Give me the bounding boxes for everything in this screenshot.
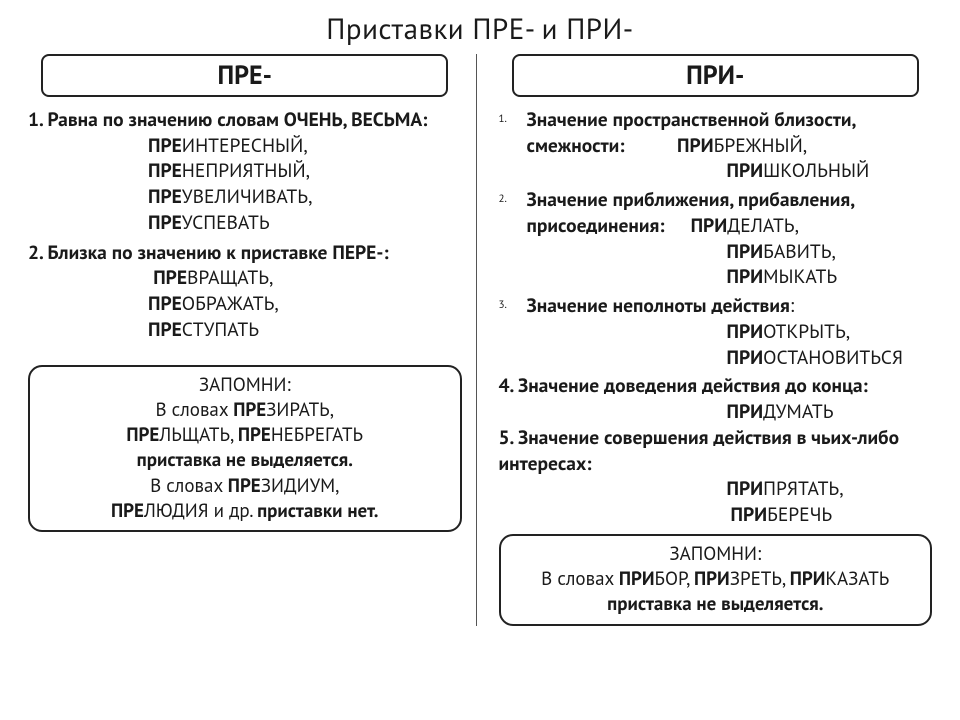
t: ЛЮДИЯ и др. xyxy=(144,499,257,523)
ex-rest: УВЕЛИЧИВАТЬ, xyxy=(182,184,313,209)
t: В словах xyxy=(155,398,233,422)
t: В словах xyxy=(150,474,228,498)
ex-pfx: ПРЕ xyxy=(148,184,182,209)
note-title: ЗАПОМНИ: xyxy=(40,373,450,398)
t: ПРЕ xyxy=(238,423,271,447)
ex-pfx: ПРИ xyxy=(727,319,764,344)
t: приставки нет. xyxy=(257,499,378,523)
pre-rule1-examples: ПРЕИНТЕРЕСНЫЙ, ПРЕНЕПРИЯТНЫЙ, ПРЕУВЕЛИЧИ… xyxy=(28,133,462,236)
ex-pfx: ПРЕ xyxy=(148,291,182,316)
t: ПРЕ xyxy=(228,474,261,498)
ex-pfx: ПРИ xyxy=(727,264,764,289)
ex-rest: ИНТЕРЕСНЫЙ, xyxy=(182,133,308,158)
pre-rule1-lead: 1. Равна по значению словам ОЧЕНЬ, ВЕСЬМ… xyxy=(28,107,462,133)
list-item: Значение приближения, прибавления, присо… xyxy=(499,187,933,290)
ex-rest: БРЕЖНЫЙ, xyxy=(714,133,808,158)
t: ПРИ xyxy=(694,567,730,591)
ex-pfx: ПРЕ xyxy=(148,317,182,342)
t: ПРЕ xyxy=(111,499,144,523)
list-item: Значение неполноты действия: ПРИОТКРЫТЬ,… xyxy=(499,293,933,370)
ex-rest: БЕРЕЧЬ xyxy=(767,502,832,527)
ex-pfx: ПРЕ xyxy=(148,158,182,183)
pri-note: ЗАПОМНИ: В словах ПРИБОР, ПРИЗРЕТЬ, ПРИК… xyxy=(499,534,933,626)
ex-pfx: ПРИ xyxy=(727,476,764,501)
t: ПРИ xyxy=(619,567,655,591)
pre-rule2-lead: 2. Близка по значению к приставке ПЕРЕ-: xyxy=(28,240,462,266)
list-item: Значение пространственной близости, смеж… xyxy=(499,107,933,184)
t: В словах xyxy=(541,567,619,591)
header-pri: ПРИ- xyxy=(512,54,919,97)
t: БОР, xyxy=(655,567,694,591)
t: ЗИРАТЬ, xyxy=(266,398,334,422)
ex-pfx: ПРИ xyxy=(677,133,714,158)
pre-note: ЗАПОМНИ: В словах ПРЕЗИРАТЬ, ПРЕЛЬЩАТЬ, … xyxy=(28,365,462,533)
pri-rule5-lead: 5. Значение совершения действия в чьих-л… xyxy=(499,425,933,476)
col-pre: ПРЕ- 1. Равна по значению словам ОЧЕНЬ, … xyxy=(28,54,477,626)
ex-rest: ОБРАЖАТЬ, xyxy=(182,291,279,316)
t: НЕБРЕГАТЬ xyxy=(271,423,363,447)
t: ЗРЕТЬ, xyxy=(730,567,790,591)
columns: ПРЕ- 1. Равна по значению словам ОЧЕНЬ, … xyxy=(28,54,932,626)
t: ЛЬЩАТЬ, xyxy=(159,423,238,447)
t: ПРЕ xyxy=(233,398,266,422)
pri-rule4-lead: 4. Значение доведения действия до конца: xyxy=(499,373,933,399)
t: ПРЕ xyxy=(126,423,159,447)
t: ПРИ xyxy=(790,567,826,591)
ex-rest: ОТКРЫТЬ, xyxy=(763,319,850,344)
ex-rest: ДЕЛАТЬ, xyxy=(727,213,799,238)
ex-pfx: ПРИ xyxy=(727,239,764,264)
ex-rest: МЫКАТЬ xyxy=(763,264,837,289)
ex-rest: ОСТАНОВИТЬСЯ xyxy=(763,345,903,370)
lead: Значение неполноты действия xyxy=(527,293,790,318)
col-pri: ПРИ- Значение пространственной близости,… xyxy=(499,54,933,626)
t: ЗИДИУМ, xyxy=(261,474,340,498)
pre-body: 1. Равна по значению словам ОЧЕНЬ, ВЕСЬМ… xyxy=(28,107,462,532)
ex-rest: ПРЯТАТЬ, xyxy=(763,476,844,501)
ex-rest: СТУПАТЬ xyxy=(182,317,259,342)
pri-body: Значение пространственной близости, смеж… xyxy=(499,107,933,626)
ex-rest: ДУМАТЬ xyxy=(763,399,833,424)
ex-rest: ВРАЩАТЬ, xyxy=(187,265,273,290)
ex-pfx: ПРИ xyxy=(731,502,768,527)
t: приставка не выделяется. xyxy=(40,448,450,473)
ex-pfx: ПРЕ xyxy=(148,133,182,158)
pri-list: Значение пространственной близости, смеж… xyxy=(499,107,933,370)
ex-pfx: ПРИ xyxy=(691,213,728,238)
ex-rest: УСПЕВАТЬ xyxy=(182,210,270,235)
ex-rest: НЕПРИЯТНЫЙ, xyxy=(182,158,310,183)
pre-rule2-examples: ПРЕВРАЩАТЬ, ПРЕОБРАЖАТЬ, ПРЕСТУПАТЬ xyxy=(28,265,462,342)
ex-rest: БАВИТЬ, xyxy=(763,239,836,264)
header-pre: ПРЕ- xyxy=(41,54,448,97)
page-title: Приставки ПРЕ- и ПРИ- xyxy=(28,10,932,48)
ex-pfx: ПРИ xyxy=(727,399,764,424)
t: КАЗАТЬ xyxy=(825,567,889,591)
ex-pfx: ПРИ xyxy=(727,345,764,370)
ex-pfx: ПРЕ xyxy=(153,265,187,290)
ex-pfx: ПРИ xyxy=(727,158,764,183)
ex-pfx: ПРЕ xyxy=(148,210,182,235)
ex-rest: ШКОЛЬНЫЙ xyxy=(763,158,869,183)
note-title: ЗАПОМНИ: xyxy=(511,542,921,567)
t: приставка не выделяется. xyxy=(511,592,921,617)
